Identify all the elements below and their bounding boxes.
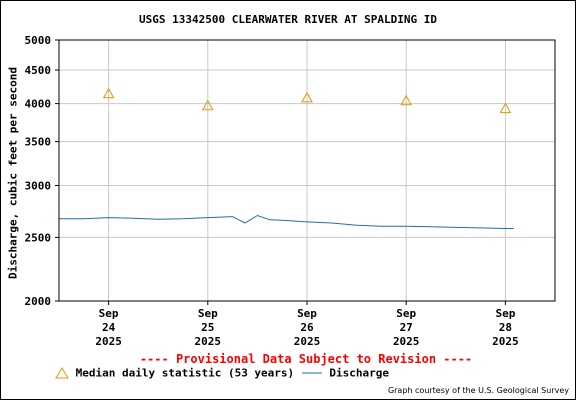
plot-border — [58, 39, 556, 302]
x-tick-label: Sep — [297, 307, 317, 320]
x-tick-label: 2025 — [195, 335, 222, 348]
y-tick-label: 3000 — [25, 180, 52, 193]
x-tick-label: 28 — [499, 321, 512, 334]
chart-title: USGS 13342500 CLEARWATER RIVER AT SPALDI… — [138, 13, 437, 26]
median-triangle-marker — [499, 102, 512, 114]
x-tick-label: 27 — [400, 321, 413, 334]
y-tick-label: 2000 — [25, 295, 52, 308]
legend-median-label: Median daily statistic (53 years) — [75, 366, 295, 380]
x-tick-label: 2025 — [294, 335, 321, 348]
discharge-line-icon — [301, 372, 322, 374]
legend-discharge-label: Discharge — [329, 366, 390, 380]
x-tick-label: Sep — [495, 307, 515, 320]
x-tick-label: Sep — [99, 307, 119, 320]
y-tick-label: 3500 — [25, 136, 52, 149]
x-axis-ticks: Sep242025Sep252025Sep262025Sep272025Sep2… — [95, 301, 519, 348]
x-tick-label: 26 — [300, 321, 314, 334]
y-tick-label: 4000 — [25, 98, 52, 111]
x-tick-label: 25 — [201, 321, 214, 334]
y-tick-label: 2500 — [25, 231, 52, 244]
median-triangle-icon — [55, 367, 69, 379]
median-triangle-marker — [400, 94, 413, 106]
grid-lines — [59, 39, 555, 302]
x-tick-label: 2025 — [95, 335, 122, 348]
provisional-notice: ---- Provisional Data Subject to Revisio… — [139, 352, 473, 366]
discharge-line — [59, 214, 514, 229]
x-tick-label: 24 — [102, 321, 116, 334]
y-axis-ticks: 2000 2500 3000 3500 4000 4500 5000 — [25, 34, 59, 308]
x-tick-label: Sep — [396, 307, 416, 320]
y-tick-label: 4500 — [25, 64, 52, 77]
data-series — [59, 87, 514, 229]
median-triangle-marker — [201, 99, 214, 111]
median-triangle-marker — [301, 91, 313, 103]
x-tick-label: 2025 — [393, 335, 420, 348]
x-tick-label: Sep — [198, 307, 218, 320]
legend: Median daily statistic (53 years) Discha… — [55, 366, 389, 380]
y-tick-label: 5000 — [25, 34, 52, 47]
median-triangle-marker — [102, 87, 115, 99]
credit-line: Graph courtesy of the U.S. Geological Su… — [387, 386, 569, 395]
x-tick-label: 2025 — [492, 335, 519, 348]
